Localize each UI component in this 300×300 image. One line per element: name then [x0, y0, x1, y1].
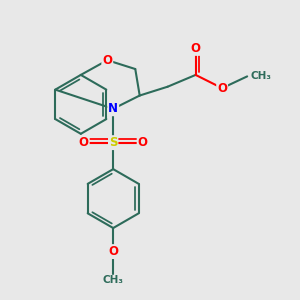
Text: O: O — [217, 82, 227, 95]
Text: CH₃: CH₃ — [250, 71, 271, 81]
Text: O: O — [108, 245, 118, 258]
Text: S: S — [109, 136, 117, 149]
Text: CH₃: CH₃ — [103, 275, 124, 285]
Text: O: O — [138, 136, 148, 149]
Text: O: O — [102, 54, 112, 67]
Text: O: O — [190, 42, 201, 55]
Text: O: O — [79, 136, 89, 149]
Text: N: N — [108, 102, 118, 115]
